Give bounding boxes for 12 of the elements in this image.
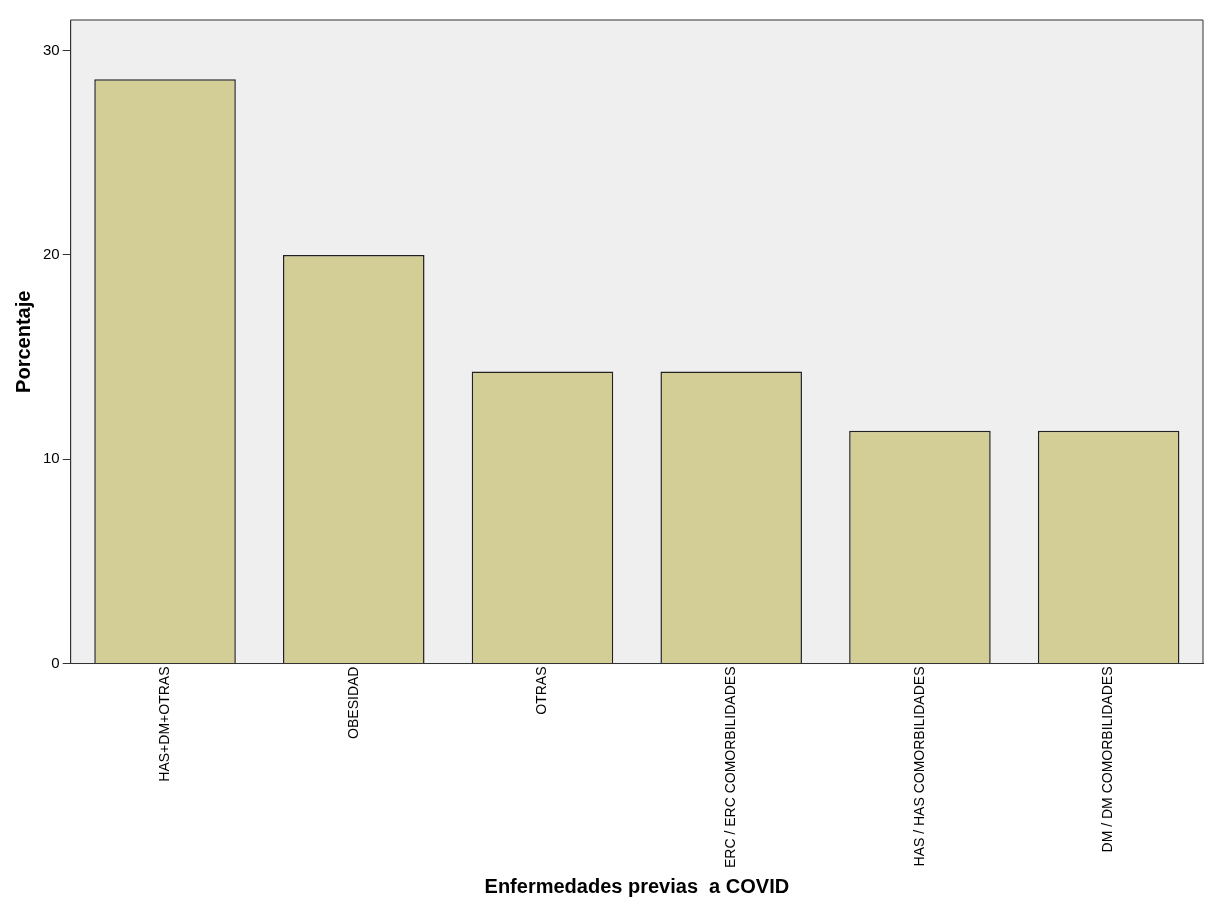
y-tick-label: 10 — [43, 449, 60, 467]
x-tick-label: OTRAS — [533, 666, 550, 715]
y-tick-label: 30 — [43, 40, 60, 58]
x-tick-label: OBESIDAD — [344, 666, 361, 739]
x-tick-label: HAS / HAS COMORBILIDADES — [910, 666, 927, 867]
x-axis-title: Enfermedades previas a COVID — [484, 874, 790, 897]
x-tick-label: HAS+DM+OTRAS — [155, 666, 172, 782]
y-axis-title: Porcentaje — [11, 290, 34, 393]
y-tick-label: 0 — [51, 653, 60, 671]
x-tick-label: DM / DM COMORBILIDADES — [1099, 666, 1116, 853]
y-tick-label: 20 — [43, 245, 60, 263]
x-tick-label: ERC / ERC COMORBILIDADES — [722, 666, 739, 869]
